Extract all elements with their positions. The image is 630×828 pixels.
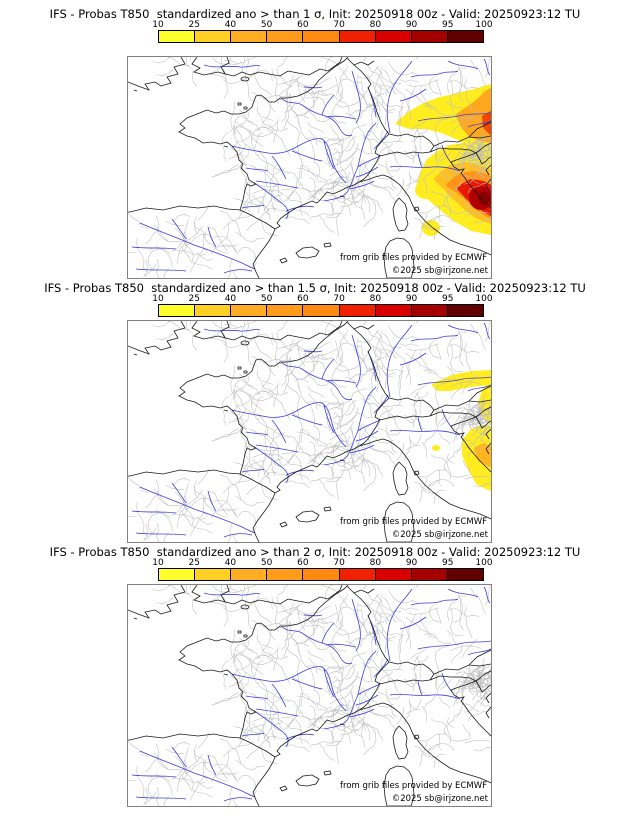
- colorbar-segment: [195, 305, 232, 316]
- anomaly-overlay: [432, 370, 491, 491]
- panel-title: IFS - Probas T850 standardized ano > tha…: [44, 281, 586, 295]
- colorbar-tick-label: 90: [405, 20, 418, 30]
- attribution-ecmwf: from grib files provided by ECMWF: [340, 781, 487, 791]
- colorbar-segment: [375, 31, 412, 42]
- colorbar-segment: [303, 305, 340, 316]
- map-canvas: from grib files provided by ECMWF ©2025 …: [127, 320, 492, 543]
- anomaly-blob: [432, 370, 491, 391]
- colorbar-segment: [411, 305, 448, 316]
- colorbar-segment: [375, 569, 412, 580]
- colorbar-tick-label: 25: [188, 558, 200, 568]
- colorbar-tick-label: 70: [333, 558, 345, 568]
- colorbar-tick-label: 10: [152, 20, 164, 30]
- colorbar-segment: [267, 569, 304, 580]
- colorbar-wrap: 10 25 40 50 60 70 80 90 95 100: [152, 294, 493, 317]
- anomaly-blob: [478, 191, 490, 205]
- colorbar-tick-label: 80: [369, 558, 382, 568]
- colorbar-tick-label: 80: [369, 294, 382, 304]
- colorbar-tick-label: 60: [297, 558, 309, 568]
- colorbar-segment: [447, 31, 483, 42]
- anomaly-blob: [482, 111, 491, 135]
- colorbar-segment: [303, 569, 340, 580]
- map-canvas: from grib files provided by ECMWF ©2025 …: [127, 56, 492, 279]
- attribution-copyright: ©2025 sb@irjzone.net: [391, 794, 488, 804]
- colorbar-segment: [195, 569, 232, 580]
- colorbar-segment: [339, 305, 376, 316]
- map-canvas: from grib files provided by ECMWF ©2025 …: [127, 584, 492, 807]
- colorbar-tick-label: 90: [405, 558, 418, 568]
- colorbar: [158, 568, 484, 581]
- colorbar: [158, 30, 484, 43]
- colorbar-wrap: 10 25 40 50 60 70 80 90 95 100: [152, 558, 493, 581]
- colorbar-segment: [411, 569, 448, 580]
- colorbar-segment: [411, 31, 448, 42]
- colorbar-segment: [159, 31, 196, 42]
- colorbar-tick-label: 10: [152, 558, 164, 568]
- colorbar-tick-label: 40: [224, 294, 237, 304]
- anomaly-blob: [478, 381, 491, 425]
- map-svg: [128, 585, 491, 806]
- attribution-copyright: ©2025 sb@irjzone.net: [391, 530, 488, 540]
- colorbar-ticks: 10 25 40 50 60 70 80 90 95 100: [152, 20, 492, 30]
- anomaly-blob: [415, 181, 437, 199]
- colorbar-tick-label: 60: [297, 20, 309, 30]
- colorbar-tick-label: 25: [188, 294, 200, 304]
- colorbar-segment: [339, 569, 376, 580]
- colorbar-ticks: 10 25 40 50 60 70 80 90 95 100: [152, 294, 492, 304]
- colorbar: [158, 304, 484, 317]
- colorbar-tick-label: 100: [475, 294, 493, 304]
- colorbar-tick-label: 70: [333, 20, 345, 30]
- colorbar-segment: [267, 31, 304, 42]
- colorbar-tick-label: 50: [260, 558, 273, 568]
- colorbar-segment: [231, 569, 268, 580]
- colorbar-tick-label: 25: [188, 20, 200, 30]
- panel-title: IFS - Probas T850 standardized ano > tha…: [49, 545, 581, 559]
- colorbar-tick-label: 40: [224, 20, 237, 30]
- colorbar-segment: [195, 31, 232, 42]
- colorbar-segment: [159, 305, 196, 316]
- attribution-ecmwf: from grib files provided by ECMWF: [340, 253, 487, 263]
- colorbar-tick-label: 95: [442, 294, 454, 304]
- colorbar-tick-label: 50: [260, 20, 273, 30]
- panel-sigma-1: IFS - Probas T850 standardized ano > tha…: [0, 0, 630, 279]
- map-svg: [128, 57, 491, 278]
- anomaly-overlay: [396, 84, 491, 236]
- colorbar-tick-label: 100: [475, 558, 493, 568]
- colorbar-tick-label: 60: [297, 294, 309, 304]
- colorbar-tick-label: 100: [475, 20, 493, 30]
- anomaly-blob: [422, 220, 440, 236]
- colorbar-tick-label: 80: [369, 20, 382, 30]
- colorbar-ticks: 10 25 40 50 60 70 80 90 95 100: [152, 558, 492, 568]
- colorbar-segment: [231, 31, 268, 42]
- colorbar-segment: [447, 569, 483, 580]
- panel-title: IFS - Probas T850 standardized ano > tha…: [49, 7, 581, 21]
- colorbar-tick-label: 70: [333, 294, 345, 304]
- colorbar-wrap: 10 25 40 50 60 70 80 90 95 100: [152, 20, 493, 43]
- attribution-copyright: ©2025 sb@irjzone.net: [391, 266, 488, 276]
- attribution-ecmwf: from grib files provided by ECMWF: [340, 517, 487, 527]
- map-svg: [128, 321, 491, 542]
- panel-sigma-1-5: IFS - Probas T850 standardized ano > tha…: [0, 279, 630, 543]
- colorbar-segment: [339, 31, 376, 42]
- colorbar-tick-label: 40: [224, 558, 237, 568]
- colorbar-tick-label: 95: [442, 558, 454, 568]
- colorbar-tick-label: 95: [442, 20, 454, 30]
- anomaly-blob: [456, 88, 491, 143]
- colorbar-segment: [375, 305, 412, 316]
- colorbar-tick-label: 50: [260, 294, 273, 304]
- colorbar-segment: [267, 305, 304, 316]
- anomaly-blob: [432, 445, 440, 451]
- colorbar-tick-label: 10: [152, 294, 164, 304]
- colorbar-segment: [159, 569, 196, 580]
- colorbar-segment: [303, 31, 340, 42]
- panel-sigma-2: IFS - Probas T850 standardized ano > tha…: [0, 543, 630, 807]
- colorbar-segment: [447, 305, 483, 316]
- colorbar-segment: [231, 305, 268, 316]
- colorbar-tick-label: 90: [405, 294, 418, 304]
